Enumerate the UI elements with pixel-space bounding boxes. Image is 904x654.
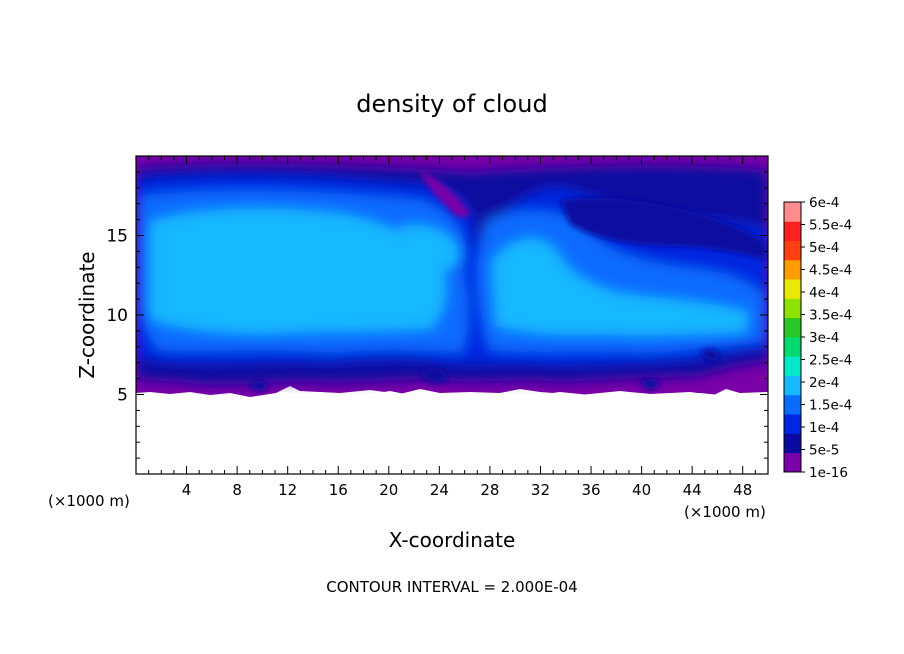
colorbar-segment [784,356,801,376]
y-axis-label: Z-coordinate [75,251,99,378]
x-unit-label: (×1000 m) [48,492,130,510]
y-tick-label: 5 [117,386,128,406]
x-tick-label: 24 [430,481,449,499]
x-tick-label: 12 [278,481,297,499]
colorbar-segment [784,452,801,473]
upper-dark-band [560,197,766,260]
colorbar-label: 5e-5 [809,443,839,459]
x-tick-label: 28 [480,481,499,499]
colorbar-segment [784,317,801,338]
x-axis-ticks: 4 8 12 16 20 24 28 32 36 40 44 48 [148,156,756,499]
colorbar-label: 4.5e-4 [809,263,852,279]
colorbar-label: 6e-4 [809,195,839,211]
colorbar-segment [784,240,801,261]
z-unit-label: (×1000 m) [684,503,766,521]
cloud-cyan-core-right [492,238,748,335]
cloud-cyan-core-center [400,225,459,271]
x-axis-label: X-coordinate [389,528,516,552]
colorbar-label: 5.5e-4 [809,218,852,234]
colorbar-label: 5e-4 [809,240,839,256]
colorbar-label: 1e-4 [809,420,839,436]
colorbar-segment [784,337,801,357]
colorbar-label: 4e-4 [809,285,839,301]
colorbar-segment [784,414,801,434]
x-tick-label: 32 [531,481,550,499]
contour-interval-footer: CONTOUR INTERVAL = 2.000E-04 [326,578,577,596]
x-tick-label: 4 [182,481,192,499]
colorbar: 1e-16 5e-5 1e-4 1.5e-4 2e-4 2.5e-4 3e-4 3.5e-4 4… [783,195,852,481]
chart-title: density of cloud [356,90,547,118]
colorbar-segment [784,394,801,415]
colorbar-label: 3.5e-4 [809,308,852,324]
colorbar-label: 2e-4 [809,375,839,391]
colorbar-segment [784,279,801,299]
y-axis-ticks: 5 10 15 [106,171,768,459]
colorbar-segment [784,375,801,396]
top-purple-wisp [420,170,470,218]
x-tick-label: 48 [733,481,752,499]
colorbar-label: 1e-16 [809,465,848,481]
x-tick-label: 20 [379,481,398,499]
colorbar-segment [784,298,801,319]
cloud-cyan-core-left [150,208,446,334]
colorbar-segment [784,202,801,222]
colorbar-label: 2.5e-4 [809,353,852,369]
colorbar-segment [784,221,801,241]
colorbar-segment [784,259,801,280]
colorbar-segment [784,433,801,454]
y-tick-label: 10 [106,306,128,326]
no-data-region [136,391,768,474]
x-tick-label: 16 [329,481,348,499]
colorbar-label: 1.5e-4 [809,398,852,414]
x-tick-label: 40 [632,481,651,499]
x-tick-label: 8 [232,481,242,499]
x-tick-label: 36 [581,481,600,499]
colorbar-label: 3e-4 [809,330,839,346]
plot-area [136,156,768,474]
y-tick-label: 15 [106,227,128,247]
cloud-field [136,156,768,397]
x-tick-label: 44 [683,481,702,499]
